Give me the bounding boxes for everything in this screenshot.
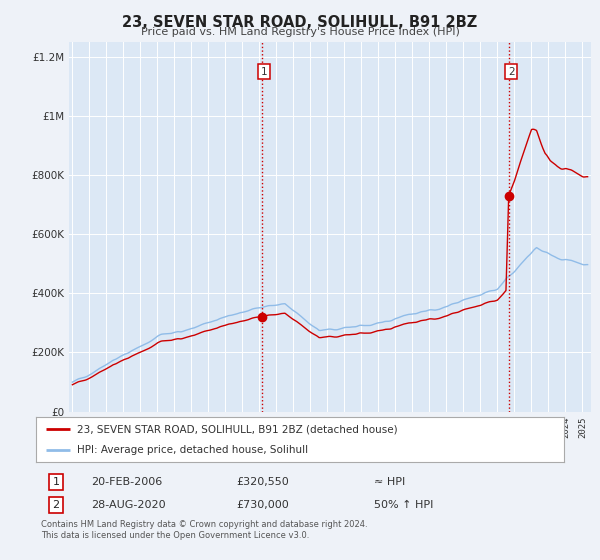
Text: 1: 1 [53, 477, 59, 487]
Text: 2: 2 [53, 500, 59, 510]
Text: Price paid vs. HM Land Registry's House Price Index (HPI): Price paid vs. HM Land Registry's House … [140, 27, 460, 37]
Text: 20-FEB-2006: 20-FEB-2006 [91, 477, 163, 487]
Text: 2: 2 [508, 67, 515, 77]
Text: 28-AUG-2020: 28-AUG-2020 [91, 500, 166, 510]
Text: ≈ HPI: ≈ HPI [374, 477, 405, 487]
Text: £320,550: £320,550 [236, 477, 289, 487]
Text: Contains HM Land Registry data © Crown copyright and database right 2024.
This d: Contains HM Land Registry data © Crown c… [41, 520, 368, 540]
Text: HPI: Average price, detached house, Solihull: HPI: Average price, detached house, Soli… [77, 445, 308, 455]
Text: 50% ↑ HPI: 50% ↑ HPI [374, 500, 433, 510]
Text: 1: 1 [261, 67, 268, 77]
Text: £730,000: £730,000 [236, 500, 289, 510]
Text: 23, SEVEN STAR ROAD, SOLIHULL, B91 2BZ: 23, SEVEN STAR ROAD, SOLIHULL, B91 2BZ [122, 15, 478, 30]
Text: 23, SEVEN STAR ROAD, SOLIHULL, B91 2BZ (detached house): 23, SEVEN STAR ROAD, SOLIHULL, B91 2BZ (… [77, 424, 398, 435]
